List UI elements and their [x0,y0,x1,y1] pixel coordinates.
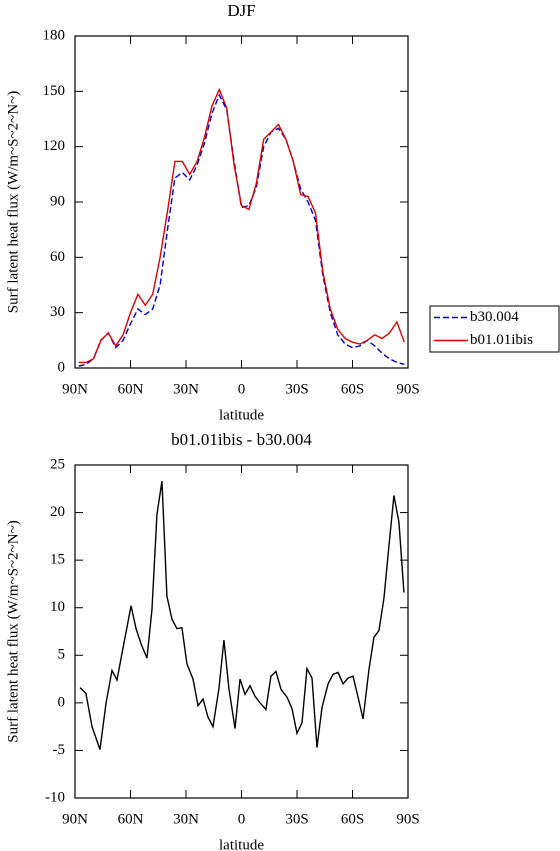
y-axis-label: Surf latent heat flux (W/m~S~2~N~) [5,520,21,742]
x-tick-label: 30S [285,811,308,827]
x-tick-label: 90S [396,381,419,397]
y-tick-label: 10 [50,599,65,615]
chart-title: b01.01ibis - b30.004 [171,430,312,449]
x-tick-label: 30N [173,381,199,397]
data-line [79,481,405,750]
y-tick-label: 30 [50,304,65,320]
x-tick-label: 30S [285,381,308,397]
y-axis-label: Surf latent heat flux (W/m~S~2~N~) [5,91,21,313]
y-tick-label: 150 [43,83,66,99]
x-tick-label: 30N [173,811,199,827]
x-tick-label: 90S [396,811,419,827]
plot-frame [74,464,409,799]
data-line [78,87,405,364]
x-tick-label: 0 [238,811,246,827]
x-axis-label: latitude [219,837,264,851]
data-line [78,93,405,367]
x-tick-label: 60S [341,381,364,397]
y-tick-label: 15 [50,552,65,568]
x-tick-label: 0 [238,381,246,397]
y-tick-label: 5 [58,647,66,663]
y-tick-label: 90 [50,193,65,209]
y-tick-label: 120 [43,138,66,154]
y-tick-label: 25 [50,456,65,472]
x-tick-label: 60S [341,811,364,827]
x-tick-label: 90N [62,811,88,827]
x-tick-label: 60N [118,381,144,397]
x-tick-label: 90N [62,381,88,397]
y-tick-label: 20 [50,504,65,520]
y-tick-label: 180 [43,27,66,43]
y-tick-label: 0 [58,694,66,710]
x-tick-label: 60N [118,811,144,827]
chart-title: DJF [227,1,255,20]
legend-label: b30.004 [470,309,519,325]
x-axis-label: latitude [219,407,264,423]
y-tick-label: -5 [53,742,66,758]
y-tick-label: -10 [45,789,65,805]
y-tick-label: 60 [50,249,65,265]
legend-box [429,305,560,353]
legend-label: b01.01ibis [470,332,533,348]
y-tick-label: 0 [58,359,66,375]
